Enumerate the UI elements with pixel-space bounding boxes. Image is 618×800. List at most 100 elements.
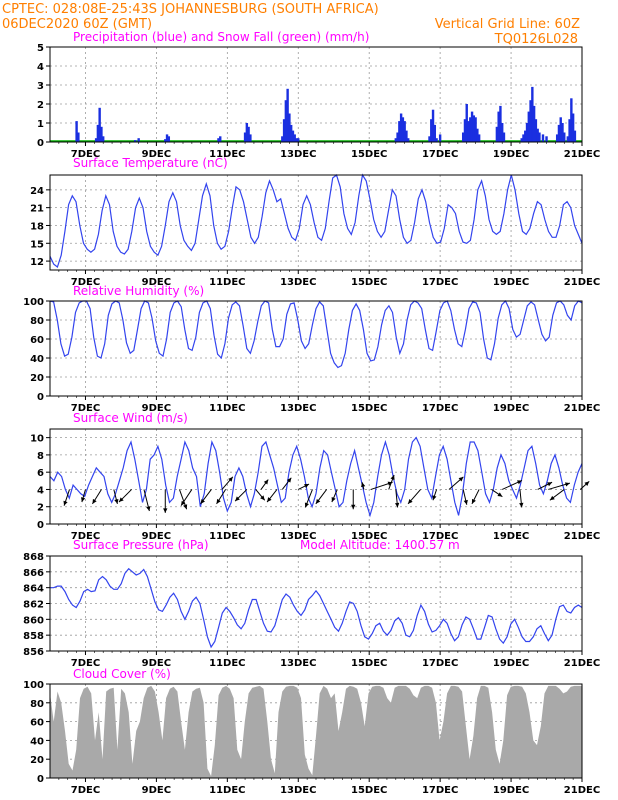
precip-bar bbox=[524, 130, 527, 142]
panel-pressure: Surface Pressure (hPa) Model Altitude: 14… bbox=[23, 538, 600, 669]
wind-arrow-head bbox=[228, 476, 233, 482]
y-tick-label: 80 bbox=[30, 316, 44, 327]
x-tick-label: 15DEC bbox=[351, 277, 387, 288]
panel-title: Surface Temperature (nC) bbox=[73, 156, 228, 170]
temp-line bbox=[49, 173, 583, 269]
header-date: 06DEC2020 60Z (GMT) bbox=[2, 17, 152, 32]
wind-arrow-head bbox=[114, 498, 119, 504]
precip-bar bbox=[474, 117, 477, 142]
y-tick-label: 2 bbox=[37, 503, 44, 514]
panel-wind: Surface Wind (m/s) 0 2 4 6 8 10 7DEC 9DEC 11DEC 13… bbox=[30, 411, 600, 542]
precip-bar bbox=[502, 132, 506, 142]
wind-arrow-head bbox=[181, 500, 186, 506]
precip-bar bbox=[557, 124, 561, 142]
precip-bar bbox=[401, 117, 405, 142]
precip-bar bbox=[217, 138, 220, 142]
y-tick-label: 2 bbox=[37, 100, 44, 111]
precip-bar bbox=[293, 134, 296, 142]
y-tick-label: 866 bbox=[23, 568, 44, 579]
precip-bar bbox=[531, 86, 534, 142]
y-tick-label: 21 bbox=[30, 204, 44, 215]
y-tick-label: 868 bbox=[23, 552, 44, 563]
y-tick-label: 6 bbox=[37, 468, 44, 479]
x-tick-label: 11DEC bbox=[209, 785, 245, 796]
x-tick-label: 21DEC bbox=[564, 149, 600, 160]
panel-title: Surface Pressure (hPa) bbox=[73, 538, 209, 552]
precip-bar bbox=[525, 123, 529, 142]
y-tick-label: 862 bbox=[23, 600, 44, 611]
precip-bar bbox=[467, 121, 470, 142]
precip-bar bbox=[407, 138, 410, 142]
x-tick-label: 19DEC bbox=[493, 531, 529, 542]
y-tick-label: 3 bbox=[37, 81, 44, 92]
y-tick-label: 100 bbox=[23, 680, 44, 691]
x-tick-label: 13DEC bbox=[280, 277, 316, 288]
x-tick-label: 19DEC bbox=[493, 403, 529, 414]
precip-bar bbox=[96, 124, 100, 142]
x-tick-label: 21DEC bbox=[564, 277, 600, 288]
y-tick-label: 864 bbox=[23, 584, 44, 595]
x-tick-label: 7DEC bbox=[71, 658, 100, 669]
precip-bar bbox=[137, 138, 140, 142]
wind-arrow-head bbox=[497, 492, 503, 497]
pressure-line bbox=[50, 567, 583, 649]
x-tick-label: 7DEC bbox=[71, 277, 100, 288]
precip-bar bbox=[282, 119, 286, 142]
x-tick-label: 11DEC bbox=[209, 277, 245, 288]
panel-temp: Surface Temperature (nC) 12 15 18 21 24 7DEC 9D… bbox=[30, 156, 600, 288]
wind-arrow-head bbox=[304, 484, 310, 489]
y-tick-label: 12 bbox=[30, 257, 44, 268]
meteogram-panels: Precipitation (blue) and Snow Fall (gree… bbox=[23, 30, 600, 796]
precip-bar bbox=[541, 134, 545, 142]
x-tick-label: 13DEC bbox=[280, 149, 316, 160]
x-tick-label: 21DEC bbox=[564, 403, 600, 414]
precip-bar bbox=[555, 134, 559, 142]
wind-arrow-head bbox=[216, 498, 221, 504]
x-tick-label: 11DEC bbox=[209, 149, 245, 160]
precip-bar bbox=[497, 111, 500, 142]
precip-bar bbox=[465, 104, 468, 142]
precip-bar bbox=[438, 134, 442, 142]
precip-bar bbox=[398, 121, 401, 142]
x-tick-label: 19DEC bbox=[493, 277, 529, 288]
precip-bar bbox=[245, 123, 249, 142]
wind-arrow-head bbox=[390, 475, 395, 481]
precip-bar bbox=[403, 121, 406, 142]
precip-bar bbox=[94, 138, 98, 142]
precip-bar bbox=[100, 126, 103, 142]
y-tick-label: 18 bbox=[30, 221, 44, 232]
precip-bar bbox=[536, 128, 539, 142]
panel-title: Cloud Cover (%) bbox=[73, 667, 171, 681]
panel-border bbox=[49, 555, 583, 652]
precip-bar bbox=[571, 113, 575, 142]
precip-bar bbox=[297, 138, 300, 142]
y-tick-label: 0 bbox=[37, 392, 44, 403]
y-tick-label: 20 bbox=[30, 373, 44, 384]
y-tick-label: 5 bbox=[37, 43, 44, 54]
panel-title: Relative Humidity (%) bbox=[73, 284, 204, 298]
precip-bar bbox=[470, 111, 474, 142]
precip-bar bbox=[164, 139, 167, 142]
y-tick-label: 1 bbox=[37, 119, 44, 130]
precip-bar bbox=[286, 88, 289, 142]
wind-arrow-head bbox=[549, 495, 555, 501]
y-tick-label: 60 bbox=[30, 335, 44, 346]
x-tick-label: 15DEC bbox=[351, 658, 387, 669]
precip-bar bbox=[461, 132, 465, 142]
panel-border bbox=[49, 428, 583, 525]
precip-bar bbox=[469, 117, 472, 142]
wind-arrow-head bbox=[519, 502, 524, 508]
wind-arrow-head bbox=[331, 497, 336, 503]
wind-arrow-head bbox=[463, 499, 468, 505]
wind-arrow-head bbox=[81, 497, 86, 503]
x-tick-label: 21DEC bbox=[564, 785, 600, 796]
x-tick-label: 13DEC bbox=[280, 531, 316, 542]
x-tick-label: 13DEC bbox=[280, 403, 316, 414]
y-tick-label: 10 bbox=[30, 434, 44, 445]
panel-title: Precipitation (blue) and Snow Fall (gree… bbox=[73, 30, 369, 44]
y-tick-label: 40 bbox=[30, 736, 44, 747]
precip-bar bbox=[102, 136, 105, 142]
x-tick-label: 9DEC bbox=[142, 149, 171, 160]
precip-bar bbox=[534, 119, 538, 142]
x-tick-label: 11DEC bbox=[209, 403, 245, 414]
